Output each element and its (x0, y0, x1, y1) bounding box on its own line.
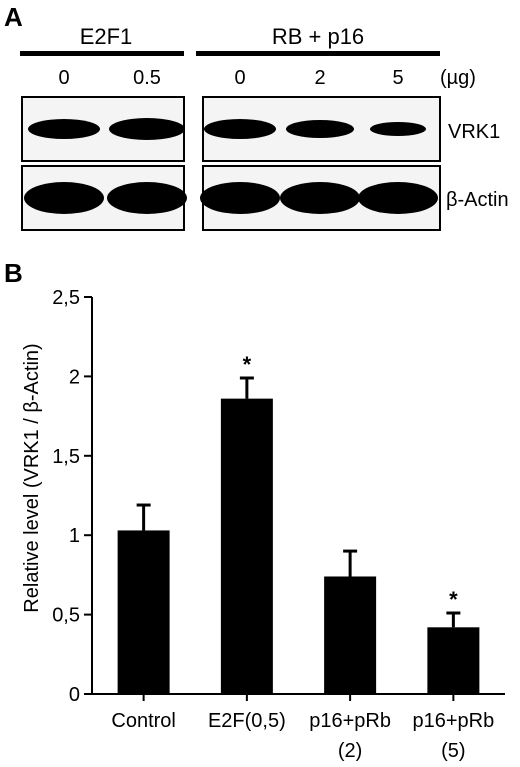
band-vrk1 (286, 120, 354, 138)
dose-label: 0 (234, 67, 245, 89)
significance-marker: * (243, 352, 252, 377)
band-actin (107, 182, 187, 214)
band-vrk1 (109, 118, 185, 140)
band-actin (200, 182, 280, 214)
band-actin (24, 182, 104, 214)
y-tick-label: 0,5 (52, 605, 80, 627)
dose-label: 0 (58, 67, 69, 89)
bar (220, 398, 273, 694)
band-actin (358, 182, 438, 214)
y-tick-label: 2,5 (52, 287, 80, 309)
panel-a-letter: A (4, 2, 23, 32)
x-tick-label: E2F(0,5) (208, 710, 286, 732)
y-tick-label: 1,5 (52, 446, 80, 468)
bar (427, 627, 480, 694)
x-tick-label: (5) (441, 740, 465, 762)
row-label-vrk1: VRK1 (448, 121, 500, 143)
group-label-e2f1: E2F1 (80, 24, 133, 49)
band-vrk1 (370, 122, 426, 136)
y-tick-label: 0 (69, 684, 80, 706)
band-vrk1 (28, 119, 100, 139)
x-tick-label: Control (111, 710, 175, 732)
group-bar-rb-p16 (196, 51, 440, 56)
row-label-actin: β-Actin (446, 189, 509, 211)
panel-b-bar-chart: B Relative level (VRK1 / β-Actin) 0 0,5 1 1… (4, 258, 505, 762)
panel-a-western-blot: A E2F1 RB + p16 0 0.5 0 2 5 (µg) VRK1 β-… (4, 2, 509, 231)
band-actin (280, 182, 360, 214)
dose-label: 5 (392, 67, 403, 89)
y-tick-label: 1 (69, 525, 80, 547)
y-axis-label: Relative level (VRK1 / β-Actin) (21, 343, 43, 612)
group-bar-e2f1 (20, 51, 184, 56)
bar (324, 576, 377, 694)
group-label-rb-p16: RB + p16 (272, 24, 364, 49)
x-tick-label: p16+pRb (413, 710, 495, 732)
panel-b-letter: B (4, 258, 23, 288)
x-tick-label: (2) (338, 740, 362, 762)
bar (117, 530, 170, 694)
significance-marker: * (449, 587, 458, 612)
dose-label: 2 (314, 67, 325, 89)
band-vrk1 (204, 119, 276, 139)
unit-label: (µg) (440, 67, 476, 89)
x-tick-label: p16+pRb (309, 710, 391, 732)
chart-plot-area: 0 0,5 1 1,5 2 2,5 Control * E2F(0,5) p16+pRb (2) * p… (52, 287, 505, 762)
y-tick-label: 2 (69, 366, 80, 388)
dose-label: 0.5 (133, 67, 161, 89)
